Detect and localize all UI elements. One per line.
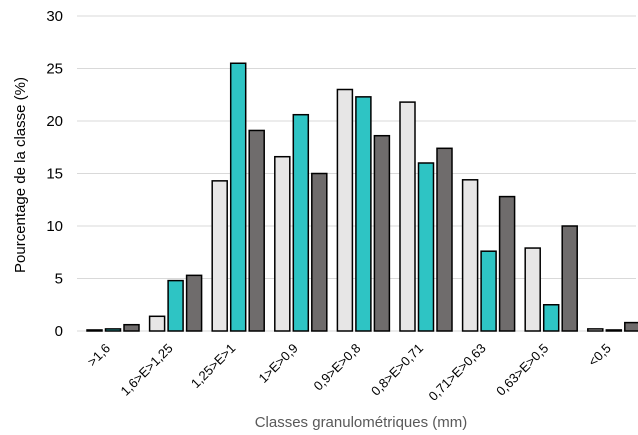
bar-series-2 [605, 329, 623, 332]
bar-series-2 [542, 304, 560, 332]
bar-series-1 [587, 328, 604, 332]
x-axis-title: Classes granulométriques (mm) [255, 414, 468, 431]
y-axis-ticks: 0 5 10 15 20 25 30 [46, 8, 63, 340]
bar-series-2 [229, 62, 247, 332]
bar-series-2 [417, 162, 435, 332]
x-tick-label: 1,25>E>1 [188, 341, 238, 391]
x-tick-label: 0,9>E>0,8 [310, 341, 363, 394]
x-tick-label: 0,8>E>0,71 [368, 341, 426, 399]
x-tick-label: 1>E>0,9 [256, 341, 301, 386]
bar-series-1 [274, 155, 291, 332]
bar-series-1 [399, 101, 416, 332]
bar-series-2 [167, 279, 184, 332]
bar-series-3 [123, 323, 140, 332]
bar-series-1 [461, 179, 479, 332]
bar-series-2 [292, 113, 310, 332]
bar-series-2 [480, 250, 497, 332]
y-tick-label: 25 [46, 61, 63, 78]
bar-series-2 [104, 328, 122, 332]
y-tick-label: 5 [55, 271, 63, 288]
bar-series-1 [211, 180, 228, 332]
bar-series-3 [624, 321, 638, 332]
bar-series-2 [355, 96, 372, 332]
y-tick-label: 15 [46, 166, 63, 183]
y-tick-label: 20 [46, 113, 63, 130]
bars [86, 62, 638, 332]
x-tick-label: 1,6>E>1,25 [118, 341, 176, 399]
bar-series-1 [148, 315, 166, 332]
bar-series-1 [524, 247, 541, 332]
x-tick-label: <0,5 [585, 341, 614, 370]
bar-series-3 [561, 225, 578, 332]
bar-series-3 [498, 195, 516, 332]
bar-series-3 [185, 274, 203, 332]
y-tick-label: 30 [46, 8, 63, 25]
bar-series-1 [86, 329, 103, 332]
x-tick-label: >1,6 [84, 341, 113, 370]
y-axis-title: Pourcentage de la classe (%) [12, 77, 29, 273]
x-tick-label: 0,71>E>0,63 [425, 341, 488, 404]
bar-series-3 [373, 134, 391, 332]
x-axis-ticks: >1,6 1,6>E>1,25 1,25>E>1 1>E>0,9 0,9>E>0,8 0,… [84, 341, 614, 404]
y-tick-label: 0 [55, 323, 63, 340]
bar-series-3 [248, 129, 265, 332]
bar-series-3 [311, 172, 328, 332]
y-tick-label: 10 [46, 218, 63, 235]
bar-series-3 [436, 147, 453, 332]
x-tick-label: 0,63>E>0,5 [493, 341, 551, 399]
bar-series-1 [336, 88, 354, 332]
